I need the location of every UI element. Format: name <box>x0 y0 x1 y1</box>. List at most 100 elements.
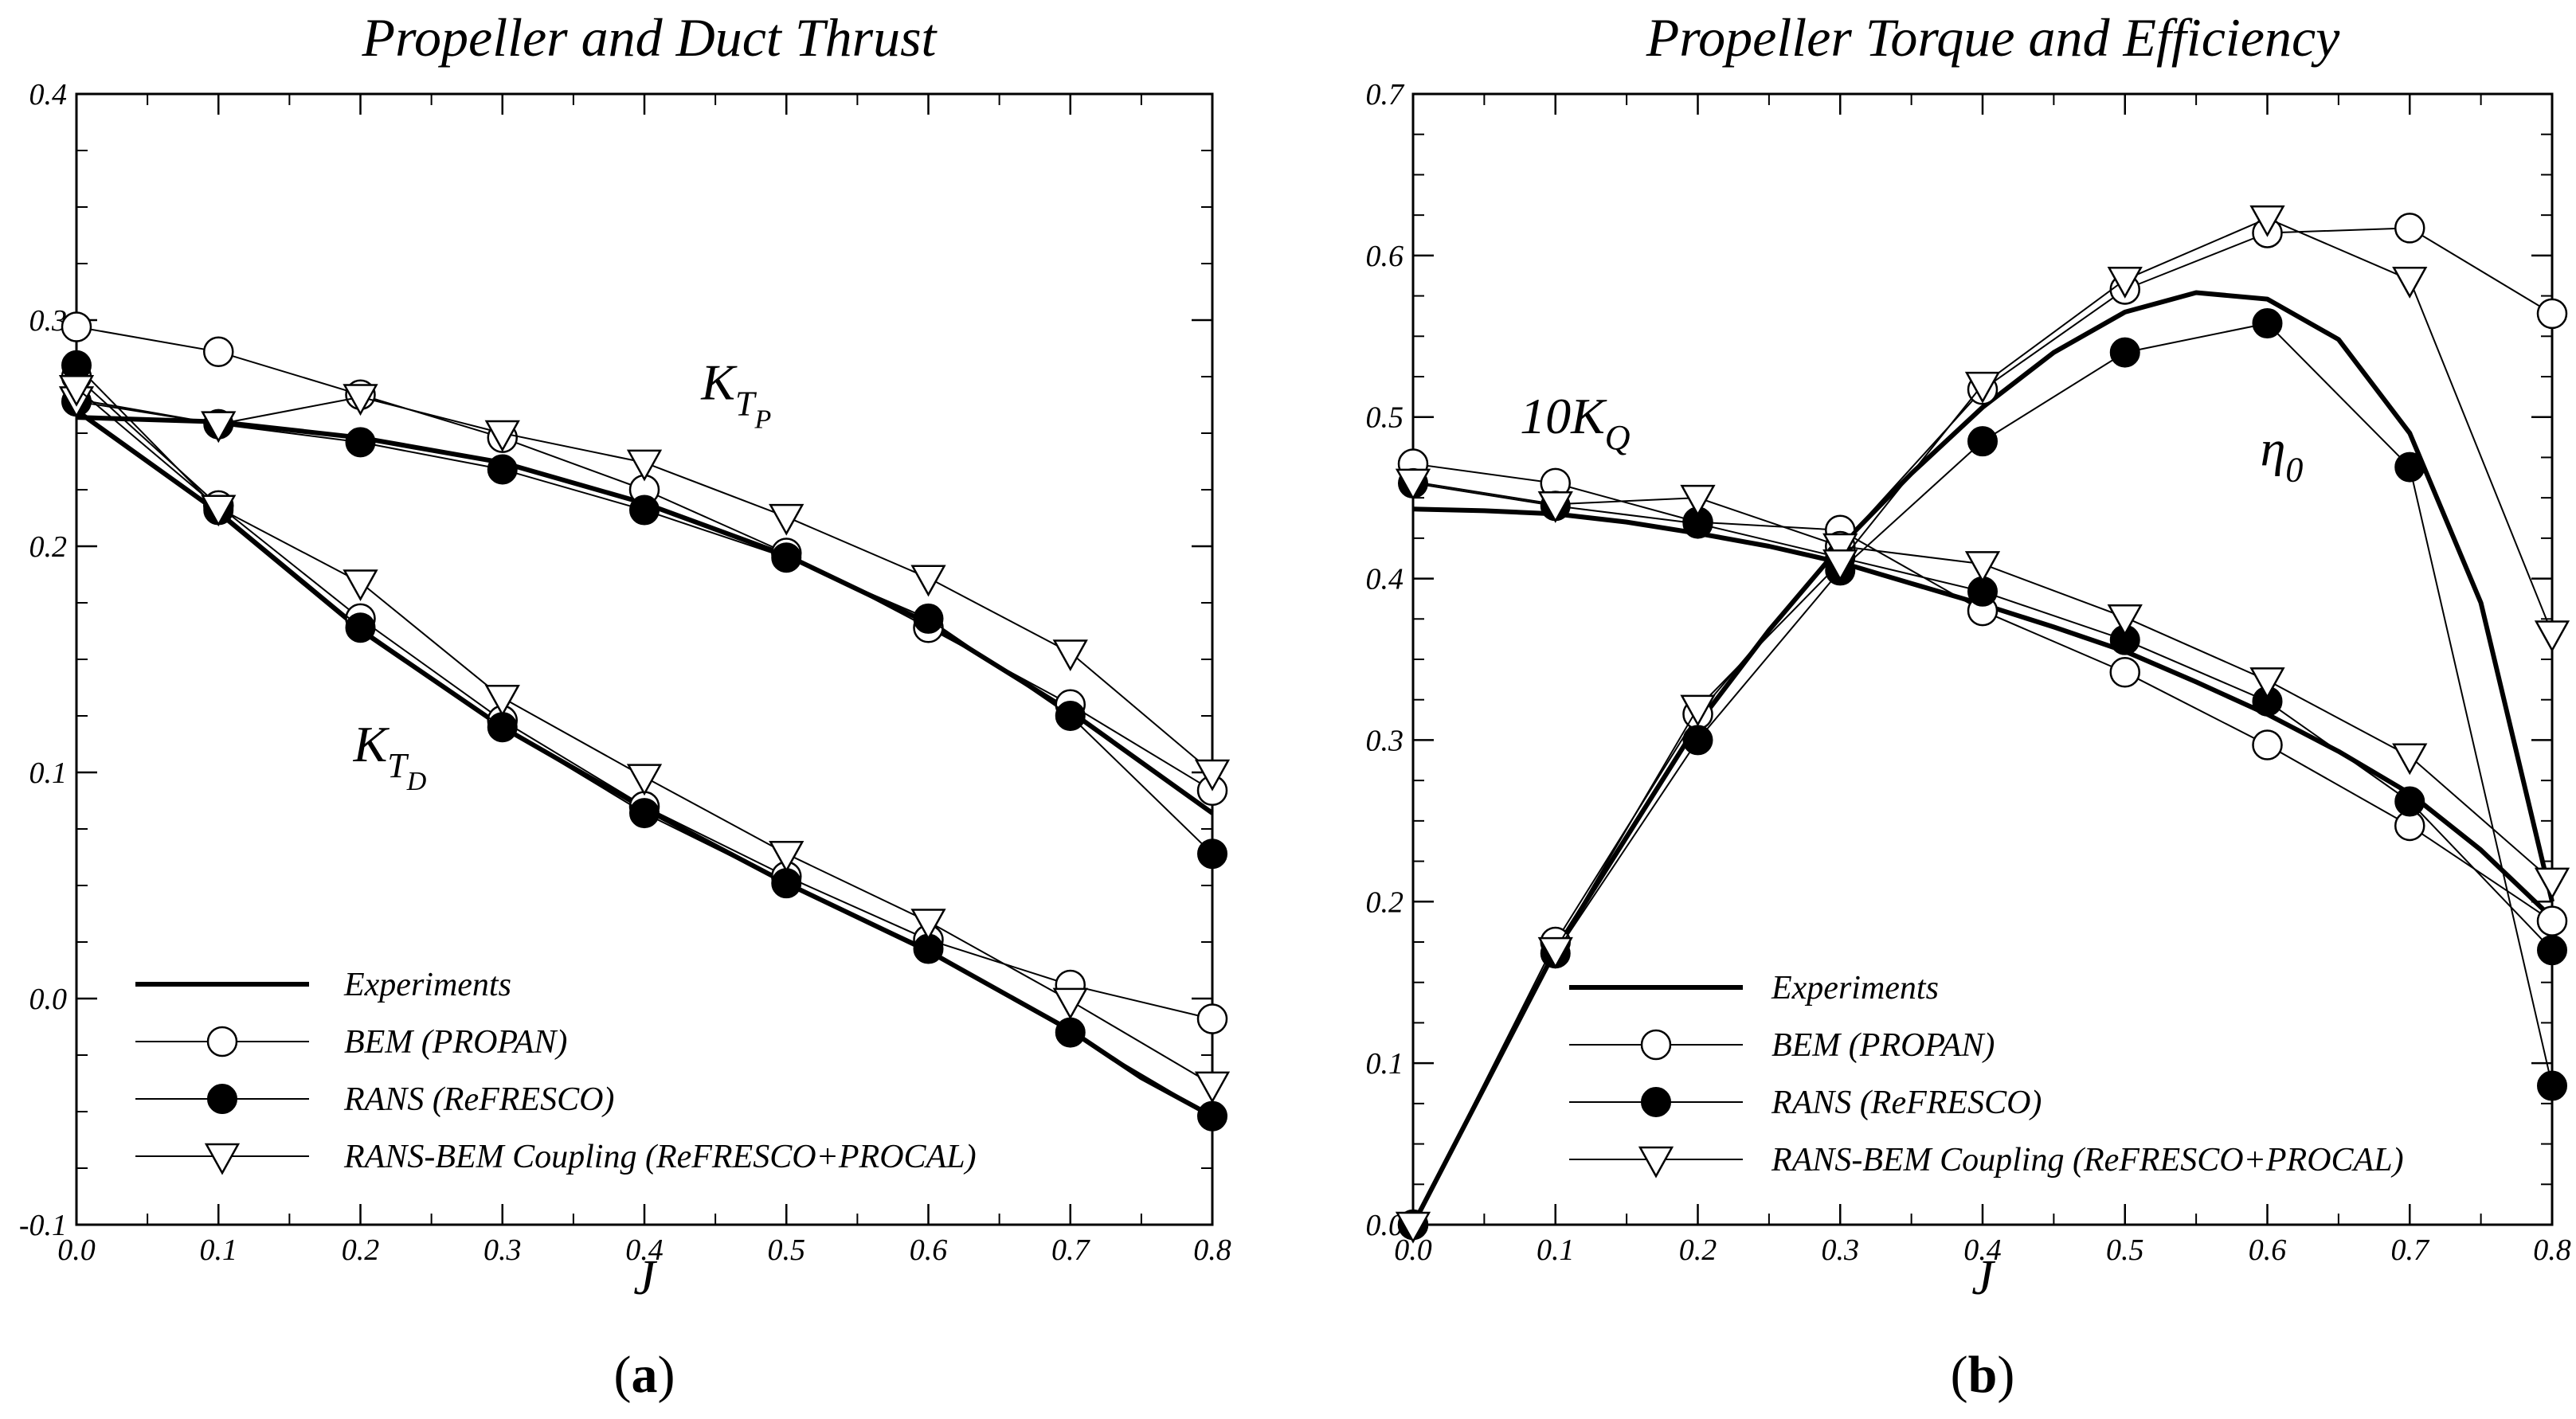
panel-a-point-bem-propan-k-td <box>1196 1003 1228 1034</box>
panel-b-point-rans-refresco-0 <box>2109 337 2140 368</box>
panel-b-point-rans-bem-coupling-10k-q <box>1537 491 1573 523</box>
panel-b-point-bem-propan-10k-q <box>2252 729 2283 760</box>
panel-a-point-rans-bem-coupling-k-tp <box>1052 639 1088 672</box>
panel-a-point-rans-refresco-k-tp <box>913 603 944 634</box>
panel-b-x-tick-label: 0.4 <box>1963 1233 2002 1267</box>
panel-b-annotation-main: η <box>2261 420 2286 477</box>
panel-b-point-rans-bem-coupling-0 <box>1822 549 1858 581</box>
panel-a-legend-label: Experiments <box>343 967 511 1003</box>
panel-b-point-rans-refresco-0 <box>2537 1070 2567 1101</box>
panel-a-point-rans-bem-coupling-k-td <box>910 909 946 941</box>
panel-a-x-tick-labels: 0.0 0.1 0.2 0.3 0.4 0.5 0.6 0.7 0.8 <box>57 1233 1231 1267</box>
panel-b-point-rans-refresco-0 <box>1682 725 1713 756</box>
panel-a-point-rans-bem-coupling-k-tp <box>626 449 663 482</box>
panel-b-title: Propeller Torque and Efficiency <box>1646 7 2340 68</box>
panel-a-legend: Experiments BEM (PROPAN) RANS (ReFRESCO) RA… <box>135 967 977 1175</box>
panel-b-annotation-sub: 0 <box>2285 451 2303 490</box>
panel-a-caption-letter: a <box>632 1346 658 1404</box>
panel-b-point-rans-bem-coupling-10k-q <box>2392 743 2428 776</box>
panel-b-legend-label: Experiments <box>1771 970 1939 1007</box>
panel-b-point-bem-propan-10k-q <box>2109 656 2140 688</box>
panel-a-point-rans-refresco-k-tp <box>487 454 518 485</box>
panel-b-x-tick-label: 0.2 <box>1679 1233 1717 1267</box>
panel-a-annotation-main: K <box>353 716 390 772</box>
panel-a-line-bem-propan-k-tp <box>76 326 1213 792</box>
panel-a-point-rans-refresco-k-td <box>771 868 802 899</box>
panel-a-legend-label: RANS-BEM Coupling (ReFRESCO+PROCAL) <box>343 1139 977 1175</box>
panel-b-point-rans-refresco-0 <box>1967 426 1998 457</box>
panel-b-annotations: 10KQ η0 <box>1520 388 2303 490</box>
panel-a-y-tick-label: 0.0 <box>29 983 68 1016</box>
panel-a-point-rans-refresco-k-tp <box>1055 701 1086 731</box>
panel-b-x-tick-label: 0.5 <box>2106 1233 2144 1267</box>
panel-b-point-rans-refresco-0 <box>2394 452 2425 483</box>
panel-a-legend-marker <box>207 1084 237 1114</box>
panel-a-x-tick-label: 0.4 <box>625 1233 664 1267</box>
panel-a-point-rans-refresco-k-tp <box>629 494 660 526</box>
panel-a-title: Propeller and Duct Thrust <box>362 7 938 68</box>
panel-a-annotation-subsub: D <box>406 767 427 796</box>
panel-b-caption-letter: b <box>1968 1346 1998 1404</box>
panel-a-x-tick-label: 0.0 <box>57 1233 96 1267</box>
panel-a-x-tick-label: 0.1 <box>200 1233 238 1267</box>
panel-a-thrust-chart: Propeller and Duct Thrust 0.0 0.1 0.2 0.3 0.… <box>19 7 1231 1404</box>
panel-a-legend-marker <box>204 1143 241 1175</box>
panel-a-point-rans-bem-coupling-k-td <box>343 569 378 602</box>
panel-b-point-rans-bem-coupling-0 <box>2534 620 2570 653</box>
panel-a-point-rans-refresco-k-td <box>629 798 660 829</box>
panel-a-y-tick-label: 0.4 <box>29 78 68 111</box>
panel-a-point-rans-bem-coupling-k-tp <box>1194 759 1231 792</box>
panel-a-x-tick-label: 0.3 <box>483 1233 522 1267</box>
panel-a-ticks <box>75 92 1214 1226</box>
panel-b-legend-marker <box>1638 1146 1674 1179</box>
panel-b-annotation-main: 10K <box>1520 388 1607 444</box>
panel-a-point-rans-bem-coupling-k-td <box>769 840 805 873</box>
panel-b-legend-label: RANS-BEM Coupling (ReFRESCO+PROCAL) <box>1771 1142 2404 1179</box>
panel-b-y-tick-label: 0.7 <box>1366 78 1406 111</box>
panel-b-y-tick-label: 0.2 <box>1366 885 1404 919</box>
panel-a-point-bem-propan-k-tp <box>61 311 92 342</box>
panel-b-x-tick-label: 0.7 <box>2391 1233 2431 1267</box>
panel-a-caption: (a) <box>614 1346 675 1404</box>
panel-b-legend-marker <box>1640 1029 1672 1061</box>
panel-b-point-rans-bem-coupling-0 <box>2249 205 2285 237</box>
panel-b-point-rans-bem-coupling-0 <box>1537 936 1573 969</box>
panel-a-point-rans-bem-coupling-k-tp <box>201 411 237 444</box>
panel-a-point-rans-bem-coupling-k-tp <box>484 420 520 452</box>
panel-a-point-rans-bem-coupling-k-td <box>1194 1071 1231 1104</box>
panel-a-point-rans-refresco-k-td <box>345 612 376 643</box>
panel-a-point-rans-refresco-k-td <box>1055 1017 1086 1048</box>
panel-b-point-rans-bem-coupling-0 <box>2107 267 2143 299</box>
panel-b-point-rans-bem-coupling-0 <box>1680 694 1716 727</box>
panel-a-legend-marker <box>206 1026 238 1057</box>
panel-b-x-axis-label: J <box>1971 1251 1995 1305</box>
panel-a-legend-label: BEM (PROPAN) <box>344 1024 567 1061</box>
panel-a-annotations: KTP KTD <box>353 354 772 796</box>
panel-a-annotation: KTD <box>353 716 427 796</box>
panel-b-point-rans-bem-coupling-10k-q <box>1680 484 1716 517</box>
panel-b-point-rans-bem-coupling-0 <box>2392 267 2428 299</box>
panel-a-x-tick-label: 0.2 <box>342 1233 380 1267</box>
panel-a-point-rans-refresco-k-td <box>487 712 518 743</box>
panel-a-x-tick-label: 0.8 <box>1193 1233 1231 1267</box>
panel-a-y-tick-label: 0.2 <box>29 530 68 564</box>
panel-a-annotation: KTP <box>700 354 771 434</box>
panel-a-x-tick-label: 0.6 <box>910 1233 948 1267</box>
panel-b-point-bem-propan-10k-q <box>2536 905 2568 936</box>
panel-b-line-rans-bem-coupling-0 <box>1412 217 2553 1226</box>
panel-b-y-tick-label: 0.1 <box>1366 1047 1404 1081</box>
panel-b-point-rans-bem-coupling-10k-q <box>2107 604 2143 636</box>
panel-a-point-rans-bem-coupling-k-tp <box>910 565 946 597</box>
panel-b-legend-marker <box>1641 1087 1671 1117</box>
panel-b-y-tick-label: 0.3 <box>1366 724 1404 757</box>
panel-a-x-tick-label: 0.7 <box>1051 1233 1091 1267</box>
panel-a-x-tick-label: 0.5 <box>768 1233 806 1267</box>
panel-a-point-rans-bem-coupling-k-td <box>201 494 237 527</box>
panel-b-x-tick-label: 0.1 <box>1537 1233 1575 1267</box>
panel-a-point-rans-bem-coupling-k-td <box>1052 987 1088 1020</box>
panel-b-point-rans-bem-coupling-10k-q <box>1822 533 1858 565</box>
panel-b-y-tick-label: 0.5 <box>1366 401 1404 435</box>
panel-a-point-rans-bem-coupling-k-td <box>484 685 520 717</box>
panel-b-legend-label: BEM (PROPAN) <box>1771 1027 1995 1064</box>
